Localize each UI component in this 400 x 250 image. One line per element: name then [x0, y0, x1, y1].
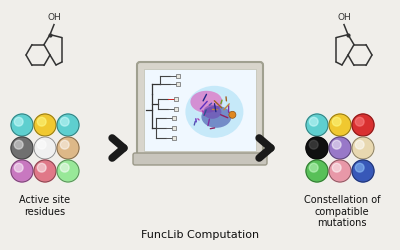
FancyBboxPatch shape: [137, 62, 263, 158]
Circle shape: [352, 160, 374, 182]
Circle shape: [355, 140, 364, 149]
Circle shape: [34, 137, 56, 159]
Bar: [172, 116, 176, 120]
Circle shape: [37, 117, 46, 126]
Circle shape: [37, 140, 46, 149]
Circle shape: [57, 114, 79, 136]
Text: OH: OH: [47, 12, 61, 22]
Circle shape: [329, 114, 351, 136]
Ellipse shape: [186, 86, 243, 138]
Bar: [144, 69, 256, 151]
Circle shape: [229, 111, 236, 118]
Circle shape: [329, 160, 351, 182]
Bar: [174, 97, 178, 101]
Circle shape: [332, 117, 341, 126]
Circle shape: [329, 137, 351, 159]
Circle shape: [57, 160, 79, 182]
Circle shape: [332, 163, 341, 172]
Circle shape: [11, 160, 33, 182]
Circle shape: [60, 163, 69, 172]
Circle shape: [14, 117, 23, 126]
Bar: [172, 126, 176, 130]
Ellipse shape: [204, 105, 222, 119]
Ellipse shape: [190, 91, 222, 113]
Circle shape: [355, 117, 364, 126]
Circle shape: [352, 114, 374, 136]
Circle shape: [309, 163, 318, 172]
Circle shape: [306, 137, 328, 159]
Circle shape: [355, 163, 364, 172]
FancyBboxPatch shape: [133, 153, 267, 165]
Bar: [174, 107, 178, 111]
Circle shape: [306, 114, 328, 136]
Bar: [172, 136, 176, 140]
Bar: [176, 74, 180, 78]
Circle shape: [309, 140, 318, 149]
Circle shape: [14, 163, 23, 172]
Text: Constellation of
compatible
mutations: Constellation of compatible mutations: [304, 195, 380, 228]
Circle shape: [34, 114, 56, 136]
Circle shape: [60, 117, 69, 126]
Ellipse shape: [192, 91, 227, 116]
Bar: [176, 82, 180, 86]
Circle shape: [14, 140, 23, 149]
Circle shape: [309, 117, 318, 126]
Circle shape: [332, 140, 341, 149]
Circle shape: [306, 160, 328, 182]
Text: OH: OH: [337, 12, 351, 22]
Ellipse shape: [202, 92, 222, 108]
Text: Active site
residues: Active site residues: [20, 195, 70, 216]
Circle shape: [352, 137, 374, 159]
Circle shape: [60, 140, 69, 149]
Ellipse shape: [202, 106, 231, 128]
Circle shape: [34, 160, 56, 182]
Circle shape: [11, 114, 33, 136]
Circle shape: [57, 137, 79, 159]
Circle shape: [11, 137, 33, 159]
Text: FuncLib Computation: FuncLib Computation: [141, 230, 259, 240]
Circle shape: [37, 163, 46, 172]
